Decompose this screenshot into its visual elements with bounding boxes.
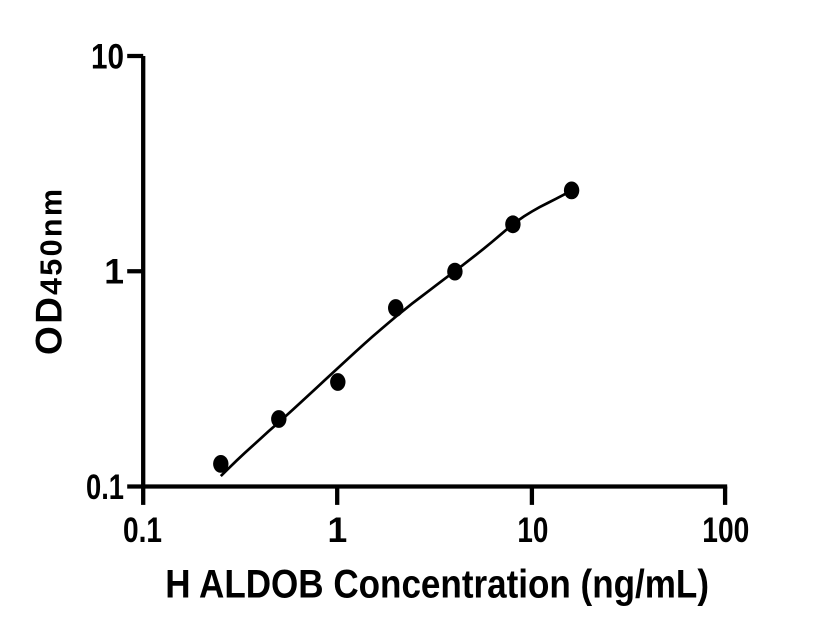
svg-text:10: 10 — [517, 510, 548, 550]
svg-text:1: 1 — [104, 252, 124, 292]
svg-text:H ALDOB Concentration (ng/mL): H ALDOB Concentration (ng/mL) — [165, 563, 709, 607]
svg-text:100: 100 — [702, 510, 749, 550]
svg-text:0.1: 0.1 — [123, 510, 162, 550]
svg-text:10: 10 — [91, 36, 124, 76]
svg-text:0.1: 0.1 — [86, 467, 124, 507]
svg-text:1: 1 — [328, 510, 348, 550]
svg-text:450nm: 450nm — [35, 189, 69, 295]
